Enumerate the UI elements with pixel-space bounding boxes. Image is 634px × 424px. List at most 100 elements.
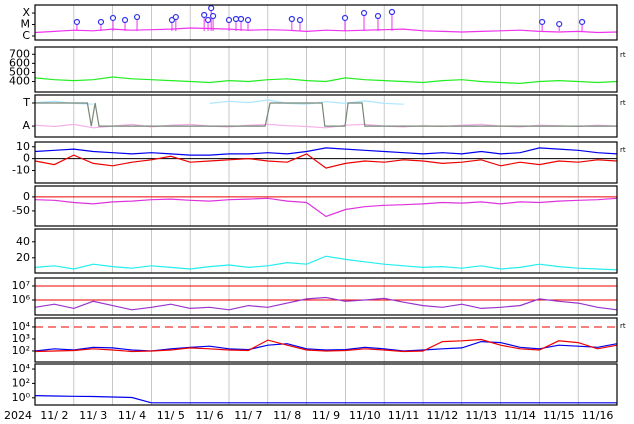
series-line [35,102,617,127]
x-tick-label: 11/ 9 [312,409,340,422]
x-tick-label: 11/ 4 [118,409,146,422]
x-tick-label: 11/16 [582,409,614,422]
series-line [35,76,617,85]
side-label: rt [620,146,626,154]
x-tick-label: 11/14 [504,409,536,422]
y-tick-label: T [22,96,30,109]
flare-marker [296,16,304,24]
y-tick-label: 600 [9,56,30,69]
series-line [35,100,94,105]
panel-frame [34,4,618,41]
flare-marker [208,5,215,12]
panel-frame [34,46,618,93]
year-label: 2024 [4,409,32,422]
y-tick-label: 40 [16,235,30,248]
y-tick-label: M [21,18,31,31]
flare-marker [374,12,382,20]
flare-marker [168,16,176,24]
x-tick-label: 11/12 [427,409,459,422]
panel-frame [34,363,618,406]
flare-marker [73,18,81,26]
x-tick-label: 11/11 [388,409,420,422]
flare-marker [341,14,349,22]
flare-marker [539,18,546,26]
x-tick-label: 11/15 [543,409,575,422]
panel-data [35,338,617,353]
flare-marker [209,12,217,20]
flare-marker [225,16,233,24]
y-tick-label: X [22,6,30,19]
series-line [35,153,617,169]
flare-marker [121,16,129,24]
x-tick-label: 11/ 3 [79,409,107,422]
series-line [35,395,617,404]
flare-marker [237,15,245,23]
panel-data [35,76,617,85]
x-tick-label: 11/13 [465,409,497,422]
flare-marker [133,13,141,21]
flare-marker [109,14,117,22]
panel-frame [34,317,618,363]
y-tick-label: 10 [16,140,30,153]
series-line [209,99,404,105]
panel-data [35,147,617,169]
panel-frame [34,141,618,184]
y-tick-label: 700 [9,47,30,60]
y-tick-label: 10² [12,344,30,357]
y-tick-label: 0 [23,152,30,165]
x-tick-label: 11/ 2 [40,409,68,422]
series-line [35,147,617,156]
y-tick-label: 10⁶ [12,293,31,306]
y-tick-label: A [22,119,30,132]
x-tick-label: 11/ 8 [273,409,301,422]
x-tick-label: 11/10 [349,409,381,422]
panel-frame [34,185,618,227]
series-line [35,123,617,129]
x-tick-label: 11/ 5 [157,409,185,422]
flare-marker [288,15,295,23]
series-line [35,27,617,34]
y-tick-label: 20 [16,251,30,264]
flare-marker [172,13,179,21]
x-tick-label: 11/ 7 [234,409,262,422]
flare-marker [204,16,212,24]
flare-marker [232,15,240,23]
y-tick-label: 0 [23,190,30,203]
y-tick-label: C [22,29,30,42]
side-label: rt [620,51,626,59]
panel-data [35,197,617,218]
series-line [35,197,617,218]
flare-marker [360,9,368,17]
side-label: rt [620,99,626,107]
y-tick-label: -10 [12,164,30,177]
panel-frame [34,277,618,316]
flare-marker [388,8,396,16]
panel-data [35,255,617,271]
y-tick-label: -50 [12,204,30,217]
y-tick-label: 10² [12,376,30,389]
panel-data [35,395,617,404]
y-tick-label: 10⁴ [12,362,31,375]
y-tick-label: 10³ [12,332,30,345]
flare-marker [244,16,252,24]
flare-marker [556,20,563,28]
flare-marker [97,18,105,26]
panel-frame [34,94,618,138]
side-label: rt [620,322,626,330]
y-tick-label: 10⁷ [12,279,30,292]
y-tick-label: 500 [9,65,30,78]
panel-data [35,99,617,129]
series-line [35,296,617,311]
series-line [35,338,617,353]
panel-data [35,5,617,34]
y-tick-label: 10⁴ [12,320,31,333]
panel-frame [34,228,618,274]
y-tick-label: 10⁰ [12,391,31,404]
flare-marker [201,11,208,19]
y-tick-label: 400 [9,75,30,88]
series-line [35,340,617,352]
series-line [35,255,617,271]
flare-marker [578,18,586,26]
